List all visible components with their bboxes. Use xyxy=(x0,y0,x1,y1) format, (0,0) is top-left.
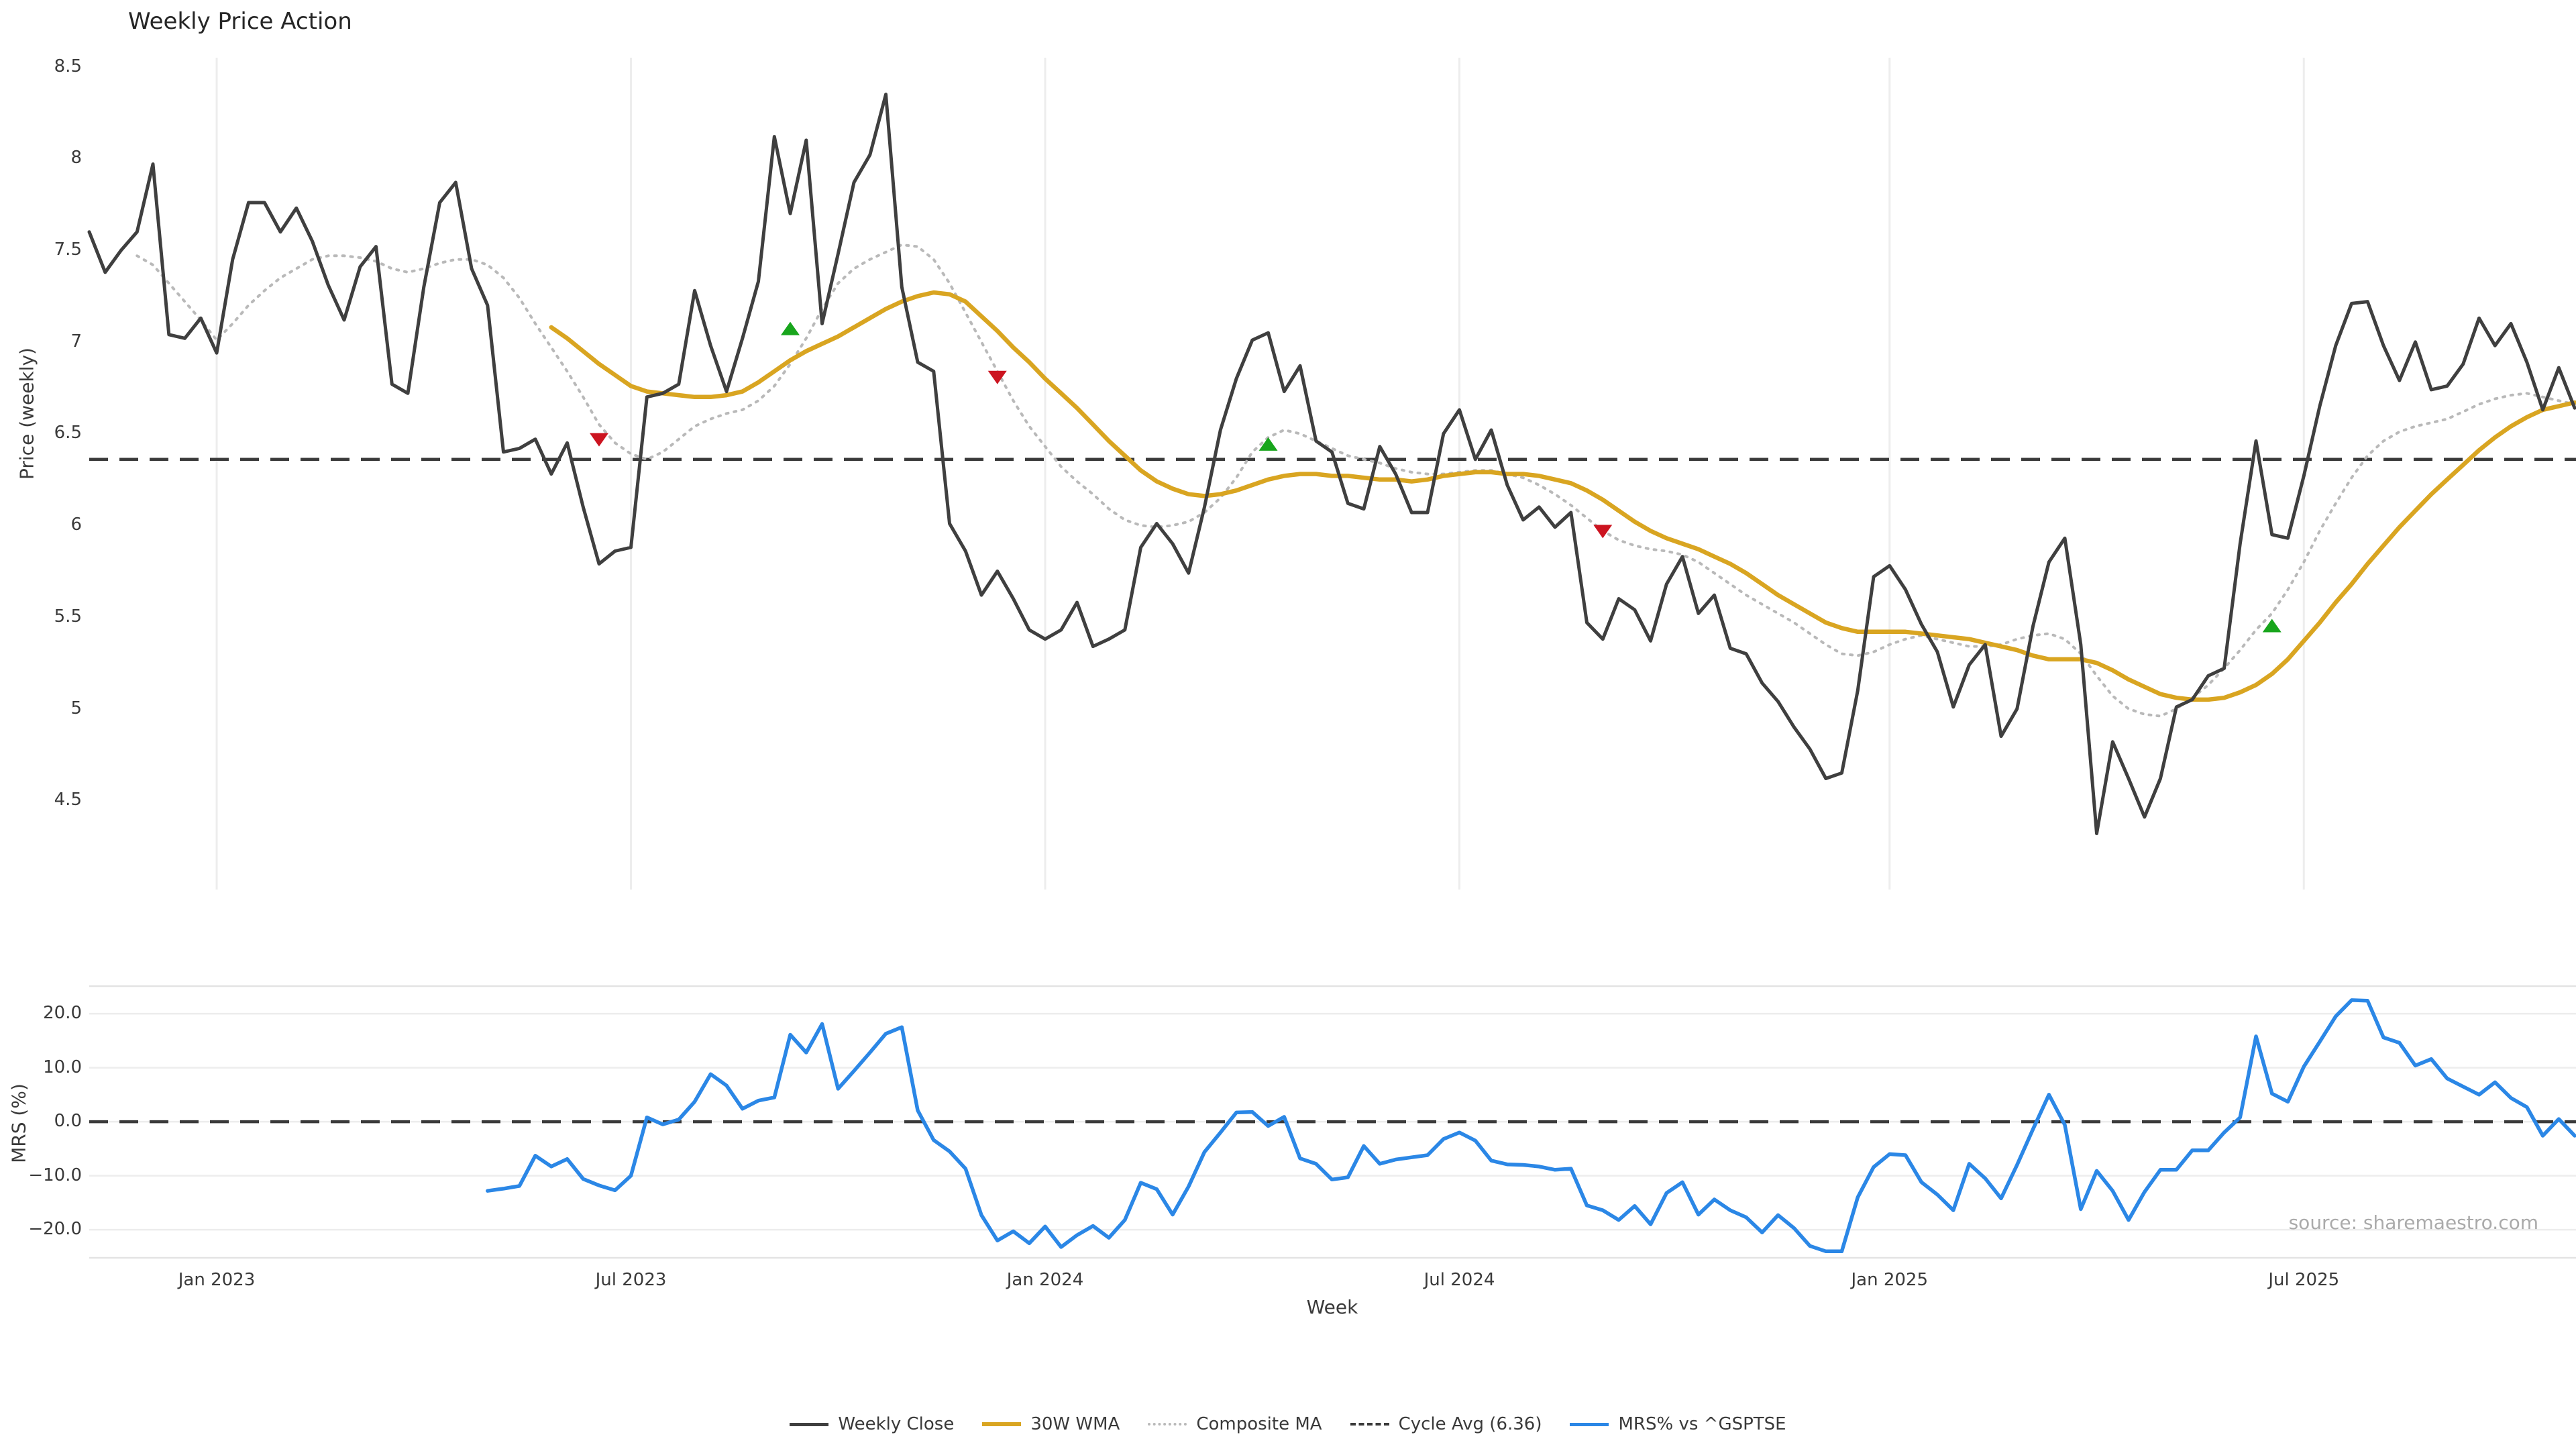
mrs-tick-label: 10.0 xyxy=(43,1057,82,1077)
legend-label-3: Cycle Avg (6.36) xyxy=(1398,1414,1542,1434)
legend-label-1: 30W WMA xyxy=(1030,1414,1120,1434)
x-tick-label: Jul 2023 xyxy=(595,1270,667,1290)
legend: Weekly Close 30W WMA Composite MA Cycle Avg… xyxy=(0,1414,2576,1434)
legend-item-1: 30W WMA xyxy=(982,1414,1120,1434)
price-tick-label: 8 xyxy=(70,148,82,168)
price-axis-label: Price (weekly) xyxy=(15,347,38,480)
price-tick-label: 6 xyxy=(70,515,82,535)
legend-swatch-3 xyxy=(1350,1423,1389,1426)
price-tick-label: 7 xyxy=(70,331,82,352)
price-tick-label: 5 xyxy=(70,698,82,718)
sell-marker xyxy=(1593,525,1613,539)
buy-marker xyxy=(781,321,800,335)
legend-label-4: MRS% vs ^GSPTSE xyxy=(1618,1414,1786,1434)
legend-item-0: Weekly Close xyxy=(790,1414,954,1434)
mrs-tick-label: 0.0 xyxy=(54,1111,82,1132)
mrs-tick-label: −20.0 xyxy=(28,1219,82,1240)
legend-swatch-2 xyxy=(1148,1423,1187,1426)
sell-marker xyxy=(987,370,1007,384)
composite-ma-line xyxy=(136,243,2576,718)
x-tick-label: Jul 2024 xyxy=(1424,1270,1495,1290)
mrs-line xyxy=(486,998,2576,1254)
legend-swatch-1 xyxy=(982,1422,1022,1426)
price-tick-label: 6.5 xyxy=(54,423,82,443)
source-credit: source: sharemaestro.com xyxy=(2288,1212,2538,1234)
price-tick-label: 4.5 xyxy=(54,790,82,810)
legend-swatch-4 xyxy=(1570,1422,1609,1426)
price-tick-label: 8.5 xyxy=(54,56,82,76)
mrs-tick-label: −10.0 xyxy=(28,1165,82,1185)
legend-swatch-0 xyxy=(790,1422,829,1426)
price-tick-label: 5.5 xyxy=(54,606,82,627)
legend-label-2: Composite MA xyxy=(1196,1414,1322,1434)
week-axis-label: Week xyxy=(1306,1296,1358,1318)
sell-marker xyxy=(590,433,608,447)
weekly-close-line xyxy=(87,93,2576,835)
buy-marker xyxy=(2262,619,2282,633)
legend-label-0: Weekly Close xyxy=(838,1414,955,1434)
buy-marker xyxy=(1258,437,1278,451)
chart-title: Weekly Price Action xyxy=(128,8,352,35)
x-tick-label: Jul 2025 xyxy=(2268,1270,2340,1290)
price-tick-label: 7.5 xyxy=(54,239,82,260)
legend-item-3: Cycle Avg (6.36) xyxy=(1350,1414,1542,1434)
legend-item-2: Composite MA xyxy=(1148,1414,1322,1434)
x-tick-label: Jan 2025 xyxy=(1851,1270,1928,1290)
wma30-line xyxy=(549,290,2576,702)
legend-item-4: MRS% vs ^GSPTSE xyxy=(1570,1414,1786,1434)
mrs-tick-label: 20.0 xyxy=(43,1003,82,1024)
x-tick-label: Jan 2023 xyxy=(178,1270,256,1290)
x-tick-label: Jan 2024 xyxy=(1006,1270,1084,1290)
